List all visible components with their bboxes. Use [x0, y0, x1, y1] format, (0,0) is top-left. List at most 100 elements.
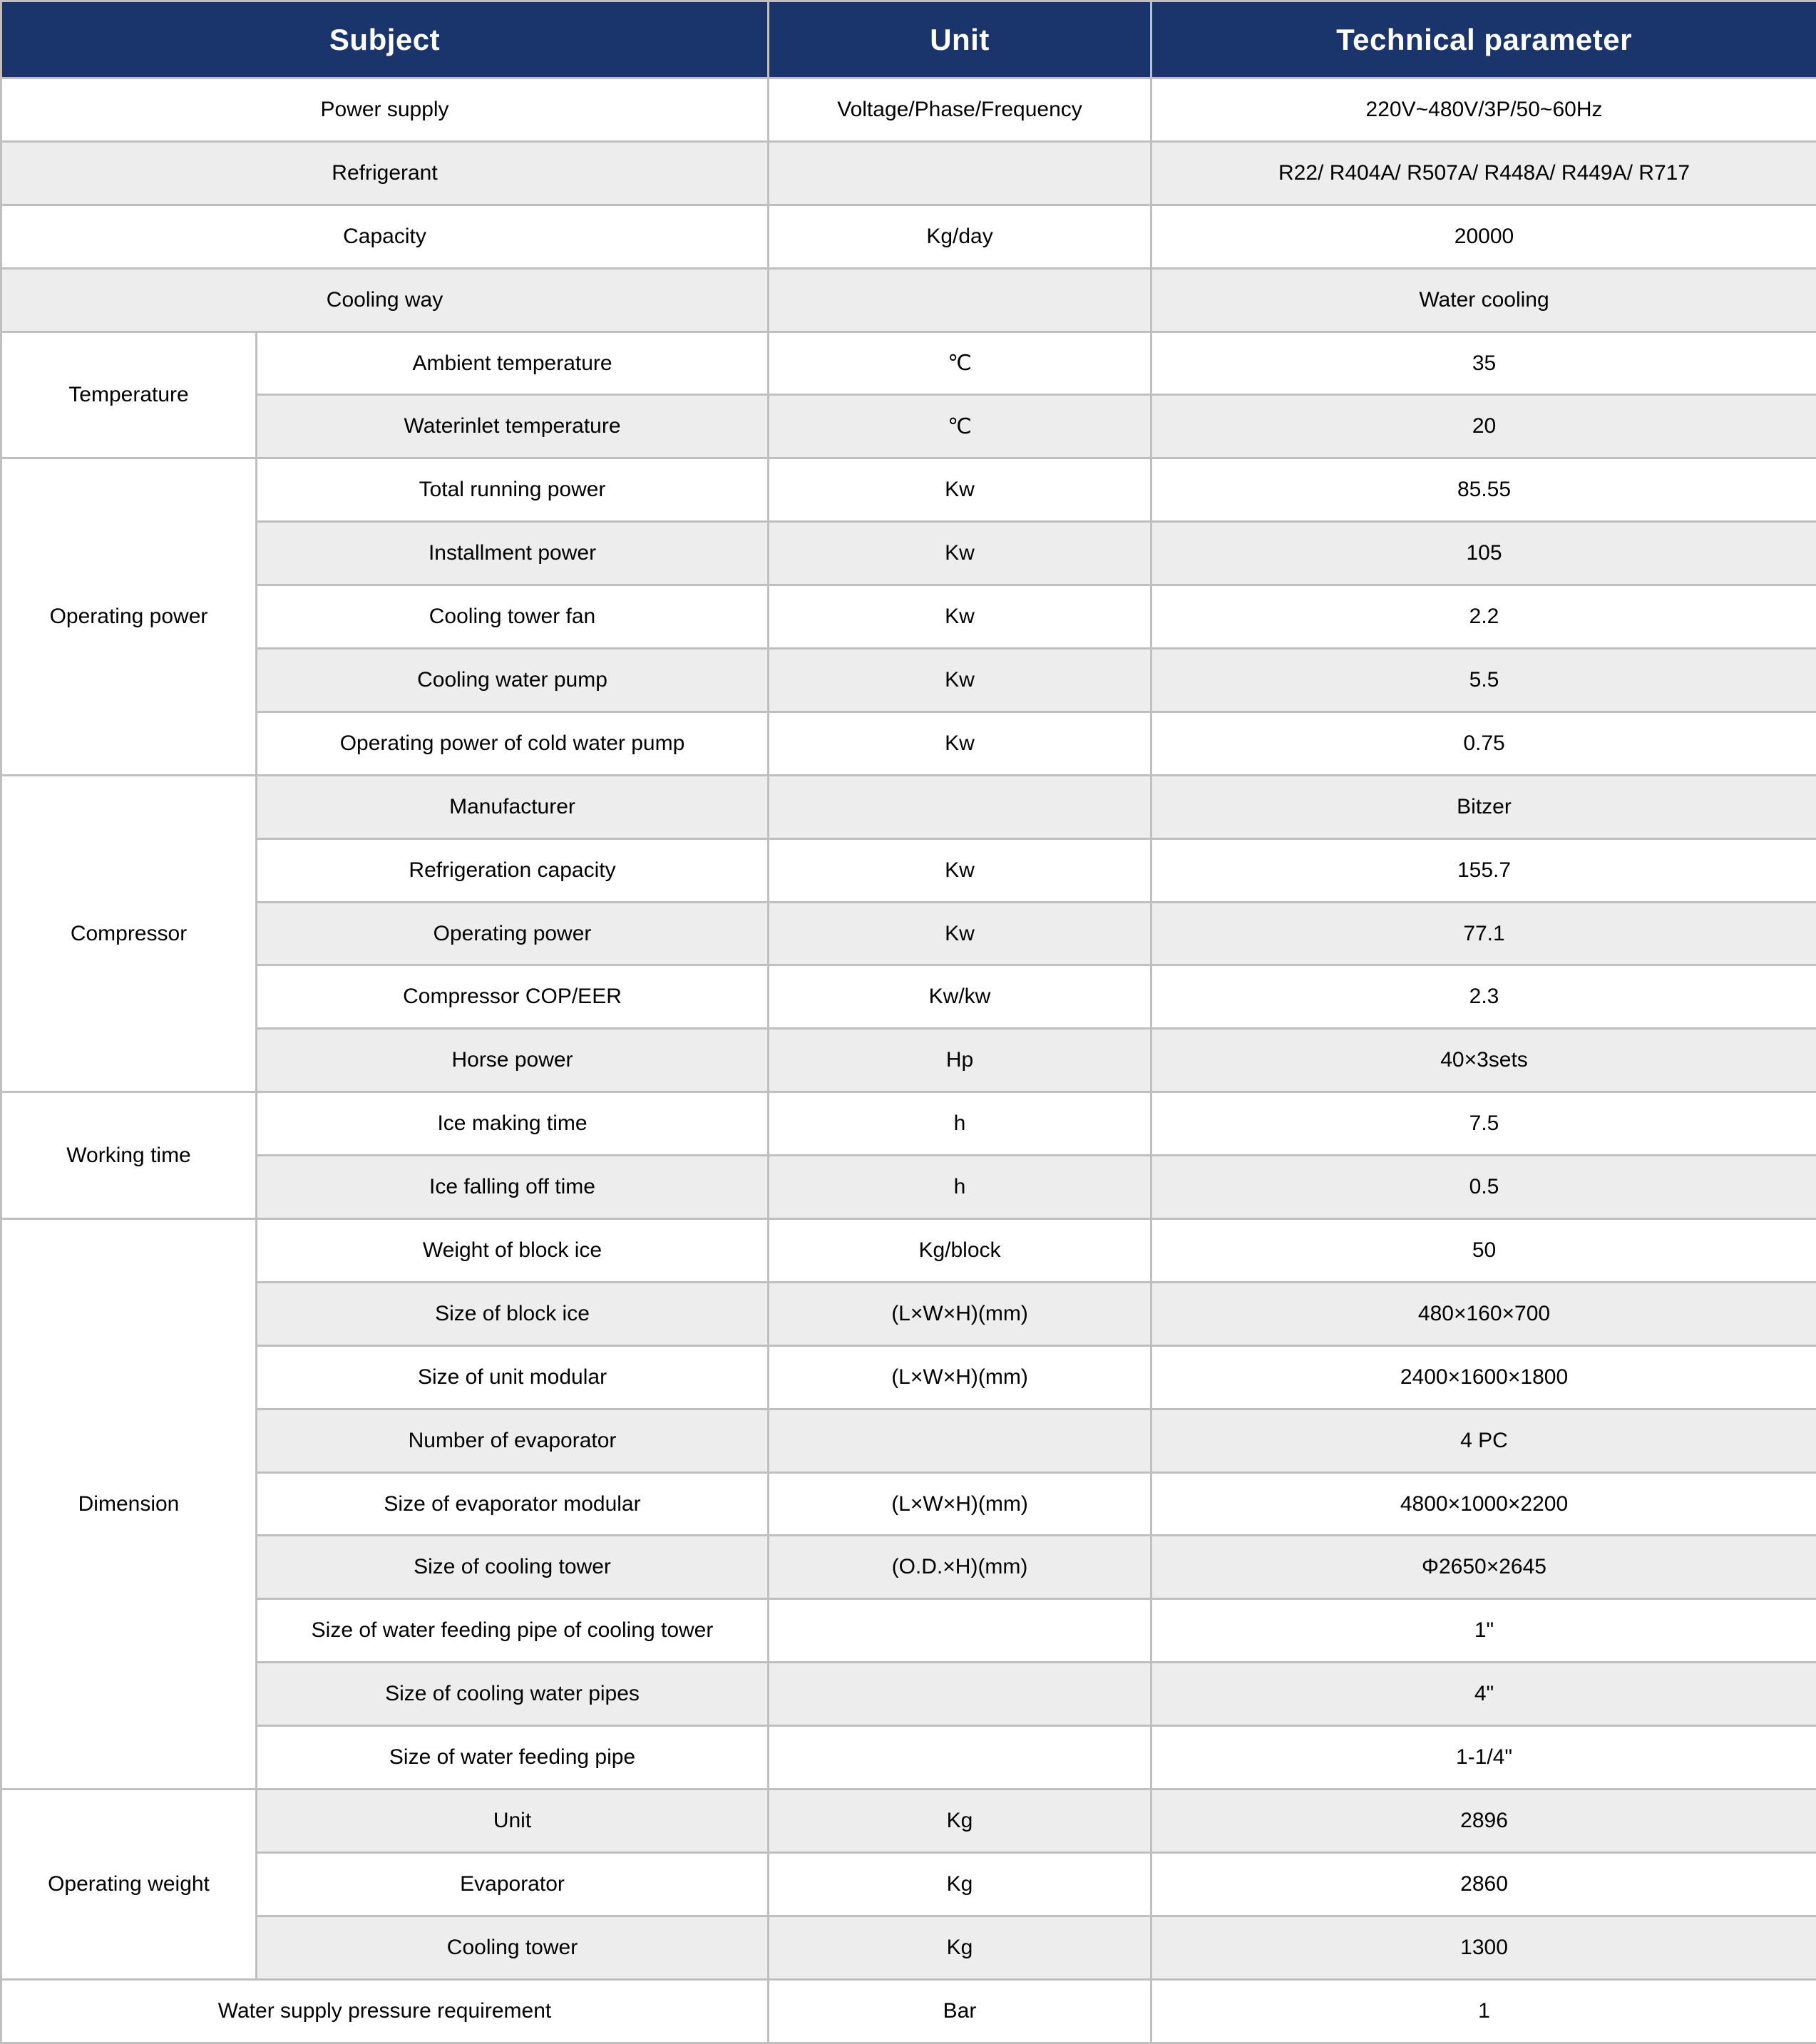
table-row: Installment power Kw 105 — [1, 522, 1816, 585]
table-row: Cooling tower Kg 1300 — [1, 1916, 1816, 1979]
subject-cell: Manufacturer — [257, 775, 769, 838]
subject-cell: Cooling way — [1, 268, 769, 332]
subject-cell: Refrigeration capacity — [257, 838, 769, 902]
table-row: Size of evaporator modular (L×W×H)(mm) 4… — [1, 1472, 1816, 1536]
value-cell: 4" — [1151, 1663, 1816, 1726]
subject-cell: Size of water feeding pipe of cooling to… — [257, 1599, 769, 1663]
table-row: Power supply Voltage/Phase/Frequency 220… — [1, 78, 1816, 142]
unit-cell: Kg/day — [769, 205, 1151, 268]
subject-cell: Operating power of cold water pump — [257, 712, 769, 775]
subject-cell: Horse power — [257, 1029, 769, 1092]
value-cell: 2896 — [1151, 1789, 1816, 1853]
unit-cell: (L×W×H)(mm) — [769, 1472, 1151, 1536]
subject-cell: Cooling water pump — [257, 649, 769, 712]
table-row: Size of water feeding pipe of cooling to… — [1, 1599, 1816, 1663]
table-row: Size of cooling water pipes 4" — [1, 1663, 1816, 1726]
subject-cell: Cooling tower — [257, 1916, 769, 1979]
table-row: Capacity Kg/day 20000 — [1, 205, 1816, 268]
unit-cell: h — [769, 1156, 1151, 1219]
table-row: Waterinlet temperature ℃ 20 — [1, 395, 1816, 458]
value-cell: 2.2 — [1151, 585, 1816, 649]
unit-cell: Kg — [769, 1852, 1151, 1916]
value-cell: Bitzer — [1151, 775, 1816, 838]
subject-cell: Size of water feeding pipe — [257, 1726, 769, 1789]
category-cell-temperature: Temperature — [1, 332, 257, 458]
value-cell: R22/ R404A/ R507A/ R448A/ R449A/ R717 — [1151, 141, 1816, 205]
subject-cell: Waterinlet temperature — [257, 395, 769, 458]
value-cell: 1300 — [1151, 1916, 1816, 1979]
value-cell: 480×160×700 — [1151, 1282, 1816, 1345]
unit-cell: Kw — [769, 458, 1151, 522]
unit-cell: Kg — [769, 1789, 1151, 1853]
table-row: Ice falling off time h 0.5 — [1, 1156, 1816, 1219]
value-cell: 40×3sets — [1151, 1029, 1816, 1092]
category-cell-operating-weight: Operating weight — [1, 1789, 257, 1980]
table-row: Working time Ice making time h 7.5 — [1, 1092, 1816, 1156]
table-row: Operating weight Unit Kg 2896 — [1, 1789, 1816, 1853]
subject-cell: Ice making time — [257, 1092, 769, 1156]
table-row: Dimension Weight of block ice Kg/block 5… — [1, 1219, 1816, 1283]
subject-cell: Evaporator — [257, 1852, 769, 1916]
unit-cell: Kw — [769, 585, 1151, 649]
unit-cell: (L×W×H)(mm) — [769, 1345, 1151, 1409]
subject-cell: Ambient temperature — [257, 332, 769, 395]
subject-cell: Weight of block ice — [257, 1219, 769, 1283]
subject-cell: Size of block ice — [257, 1282, 769, 1345]
subject-cell: Size of evaporator modular — [257, 1472, 769, 1536]
value-cell: 2.3 — [1151, 965, 1816, 1029]
unit-cell: Kw/kw — [769, 965, 1151, 1029]
value-cell: 1 — [1151, 1979, 1816, 2043]
unit-cell: Bar — [769, 1979, 1151, 2043]
category-cell-operating-power: Operating power — [1, 458, 257, 775]
table-row: Evaporator Kg 2860 — [1, 1852, 1816, 1916]
header-parameter: Technical parameter — [1151, 1, 1816, 78]
value-cell: 20 — [1151, 395, 1816, 458]
unit-cell: Kw — [769, 522, 1151, 585]
subject-cell: Installment power — [257, 522, 769, 585]
unit-cell — [769, 1663, 1151, 1726]
header-subject: Subject — [1, 1, 769, 78]
table-row: Size of unit modular (L×W×H)(mm) 2400×16… — [1, 1345, 1816, 1409]
value-cell: 35 — [1151, 332, 1816, 395]
unit-cell: ℃ — [769, 395, 1151, 458]
unit-cell — [769, 775, 1151, 838]
value-cell: 105 — [1151, 522, 1816, 585]
value-cell: 7.5 — [1151, 1092, 1816, 1156]
value-cell: Φ2650×2645 — [1151, 1536, 1816, 1599]
table-row: Water supply pressure requirement Bar 1 — [1, 1979, 1816, 2043]
table-row: Operating power Total running power Kw 8… — [1, 458, 1816, 522]
value-cell: 20000 — [1151, 205, 1816, 268]
subject-cell: Capacity — [1, 205, 769, 268]
value-cell: 4800×1000×2200 — [1151, 1472, 1816, 1536]
unit-cell: Kg — [769, 1916, 1151, 1979]
subject-cell: Size of unit modular — [257, 1345, 769, 1409]
category-cell-dimension: Dimension — [1, 1219, 257, 1789]
unit-cell: Kw — [769, 649, 1151, 712]
table-row: Compressor COP/EER Kw/kw 2.3 — [1, 965, 1816, 1029]
subject-cell: Total running power — [257, 458, 769, 522]
subject-cell: Compressor COP/EER — [257, 965, 769, 1029]
unit-cell: Voltage/Phase/Frequency — [769, 78, 1151, 142]
table-row: Refrigerant R22/ R404A/ R507A/ R448A/ R4… — [1, 141, 1816, 205]
subject-cell: Refrigerant — [1, 141, 769, 205]
table-row: Cooling way Water cooling — [1, 268, 1816, 332]
unit-cell: Kw — [769, 902, 1151, 965]
unit-cell — [769, 1599, 1151, 1663]
value-cell: 1" — [1151, 1599, 1816, 1663]
table-row: Size of block ice (L×W×H)(mm) 480×160×70… — [1, 1282, 1816, 1345]
unit-cell — [769, 268, 1151, 332]
unit-cell: Kw — [769, 712, 1151, 775]
value-cell: 5.5 — [1151, 649, 1816, 712]
value-cell: 0.5 — [1151, 1156, 1816, 1219]
table-row: Size of cooling tower (O.D.×H)(mm) Φ2650… — [1, 1536, 1816, 1599]
table-row: Operating power of cold water pump Kw 0.… — [1, 712, 1816, 775]
unit-cell: Hp — [769, 1029, 1151, 1092]
subject-cell: Power supply — [1, 78, 769, 142]
table-row: Compressor Manufacturer Bitzer — [1, 775, 1816, 838]
unit-cell: Kg/block — [769, 1219, 1151, 1283]
category-cell-working-time: Working time — [1, 1092, 257, 1219]
value-cell: 77.1 — [1151, 902, 1816, 965]
subject-cell: Ice falling off time — [257, 1156, 769, 1219]
unit-cell: (L×W×H)(mm) — [769, 1282, 1151, 1345]
